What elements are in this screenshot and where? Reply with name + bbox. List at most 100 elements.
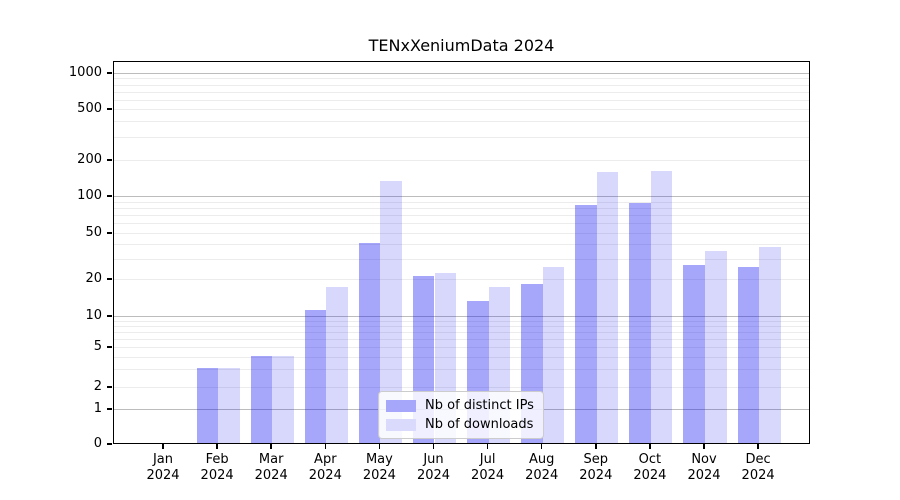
y-axis-tick-label: 20 [85, 271, 102, 286]
bar-nb-of-downloads-feb [218, 368, 240, 443]
legend-label: Nb of downloads [425, 417, 534, 432]
bar-nb-of-downloads-mar [272, 355, 294, 443]
y-axis-tick-label: 500 [77, 100, 102, 116]
bar-nb-of-distinct-ips-oct [629, 203, 651, 443]
x-axis-tick-label-oct: Oct 2024 [633, 452, 667, 483]
gridline-minor [114, 346, 809, 348]
gridline-minor [114, 356, 809, 358]
x-tick-mark [162, 444, 164, 449]
x-tick-mark [540, 444, 543, 449]
x-axis-tick-label-jan: Jan 2024 [146, 452, 180, 483]
gridline-minor [114, 387, 809, 388]
gridline-major [114, 72, 809, 74]
bar-nb-of-downloads-aug [542, 266, 565, 443]
y-axis-tick-label: 200 [77, 152, 102, 167]
x-tick-mark [378, 444, 381, 449]
gridline-minor [114, 99, 809, 101]
x-tick-mark [486, 444, 489, 449]
bar-nb-of-distinct-ips-nov [683, 264, 705, 443]
x-tick-mark [432, 444, 435, 449]
gridline-minor [114, 338, 809, 340]
gridline-minor [114, 91, 809, 93]
chart-title: TENxXeniumData 2024 [368, 36, 555, 55]
bar-nb-of-distinct-ips-may [358, 243, 381, 443]
bar-nb-of-distinct-ips-sep [575, 204, 597, 443]
legend-swatch [386, 418, 416, 431]
y-axis-tick-label: 100 [77, 188, 102, 203]
x-axis-tick-label-aug: Aug 2024 [525, 452, 559, 483]
gridline-minor [114, 279, 809, 280]
legend-label: Nb of distinct IPs [425, 398, 534, 413]
x-tick-mark [324, 444, 327, 449]
x-tick-mark [216, 444, 218, 449]
legend-item: Nb of downloads [386, 415, 534, 434]
gridline-minor [114, 215, 809, 217]
gridline-minor [114, 160, 809, 161]
gridline-minor [114, 233, 809, 234]
y-tick-mark [107, 278, 112, 280]
gridline-major [114, 316, 809, 317]
x-axis-tick-label-sep: Sep 2024 [579, 452, 613, 483]
y-tick-mark [107, 72, 112, 74]
y-tick-mark [107, 195, 112, 197]
bar-nb-of-downloads-nov [705, 251, 727, 443]
y-tick-mark [107, 386, 112, 388]
gridline-minor [114, 331, 809, 333]
y-tick-mark [107, 346, 112, 348]
gridline-minor [114, 137, 809, 139]
gridline-minor [114, 223, 809, 225]
gridline-minor [114, 244, 809, 246]
gridline-minor [114, 84, 809, 86]
bar-nb-of-downloads-may [380, 181, 402, 443]
y-tick-mark [107, 159, 112, 161]
x-axis-tick-label-jun: Jun 2024 [416, 452, 451, 483]
legend: Nb of distinct IPs Nb of downloads [378, 391, 544, 439]
bar-nb-of-downloads-dec [759, 247, 781, 443]
y-tick-mark [107, 315, 112, 317]
x-tick-mark [595, 444, 597, 449]
bar-nb-of-downloads-oct [650, 170, 673, 443]
y-axis-tick-label: 1 [93, 400, 102, 416]
bar-nb-of-distinct-ips-mar [250, 355, 273, 443]
x-axis-tick-label-mar: Mar 2024 [254, 452, 288, 483]
x-axis-tick-label-feb: Feb 2024 [200, 452, 234, 483]
gridline-minor [114, 121, 809, 123]
x-axis-tick-label-dec: Dec 2024 [741, 452, 775, 483]
legend-swatch [386, 399, 416, 412]
y-tick-mark [107, 408, 112, 410]
gridline-minor [114, 258, 809, 260]
gridline-minor [114, 108, 809, 110]
x-tick-mark [757, 444, 759, 449]
bar-nb-of-downloads-apr [326, 286, 348, 443]
y-axis-tick-label: 10 [85, 308, 102, 323]
gridline-major [114, 196, 809, 197]
bar-nb-of-downloads-sep [596, 172, 619, 443]
y-axis-tick-label: 0 [93, 436, 102, 451]
gridline-minor [114, 369, 809, 371]
y-axis-tick-label: 50 [85, 225, 102, 240]
gridline-minor [114, 325, 809, 327]
x-tick-mark [270, 444, 272, 449]
gridline-minor [114, 207, 809, 209]
y-axis-tick-label: 1000 [68, 64, 102, 80]
gridline-minor [114, 201, 809, 203]
gridline-minor [114, 320, 809, 322]
x-axis-tick-label-apr: Apr 2024 [308, 452, 342, 483]
x-tick-mark [649, 444, 651, 449]
y-tick-mark [107, 232, 112, 234]
x-axis-tick-label-jul: Jul 2024 [471, 452, 505, 483]
y-axis-tick-label: 5 [93, 338, 102, 354]
bar-nb-of-distinct-ips-dec [737, 266, 760, 443]
plot-area [113, 61, 810, 444]
y-axis-tick-label: 2 [93, 379, 102, 394]
x-axis-tick-label-nov: Nov 2024 [687, 452, 721, 483]
bar-nb-of-distinct-ips-apr [304, 309, 327, 443]
y-tick-mark [107, 108, 112, 110]
x-axis-tick-label-may: May 2024 [362, 452, 396, 483]
x-tick-mark [703, 444, 705, 449]
y-tick-mark [107, 443, 112, 445]
bar-nb-of-distinct-ips-feb [196, 368, 219, 443]
legend-item: Nb of distinct IPs [386, 396, 534, 415]
gridline-minor [114, 78, 809, 80]
